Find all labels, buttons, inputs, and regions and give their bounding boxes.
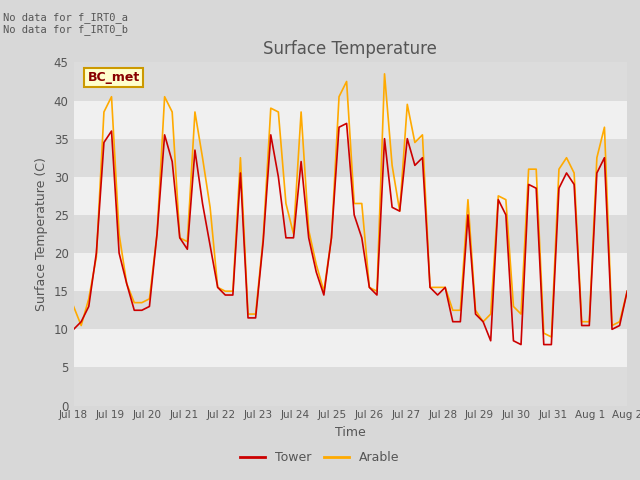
- Bar: [74, 139, 627, 177]
- Bar: [74, 62, 627, 100]
- Legend: Tower, Arable: Tower, Arable: [236, 446, 404, 469]
- Bar: [74, 291, 627, 329]
- Bar: [74, 329, 627, 368]
- Bar: [74, 215, 627, 253]
- Text: BC_met: BC_met: [88, 71, 140, 84]
- Title: Surface Temperature: Surface Temperature: [264, 40, 437, 58]
- X-axis label: Time: Time: [335, 426, 366, 439]
- Bar: [74, 253, 627, 291]
- Bar: [74, 368, 627, 406]
- Text: No data for f_IRT0_a
No data for f_IRT0_b: No data for f_IRT0_a No data for f_IRT0_…: [3, 12, 128, 36]
- Y-axis label: Surface Temperature (C): Surface Temperature (C): [35, 157, 48, 311]
- Bar: [74, 177, 627, 215]
- Bar: [74, 100, 627, 139]
